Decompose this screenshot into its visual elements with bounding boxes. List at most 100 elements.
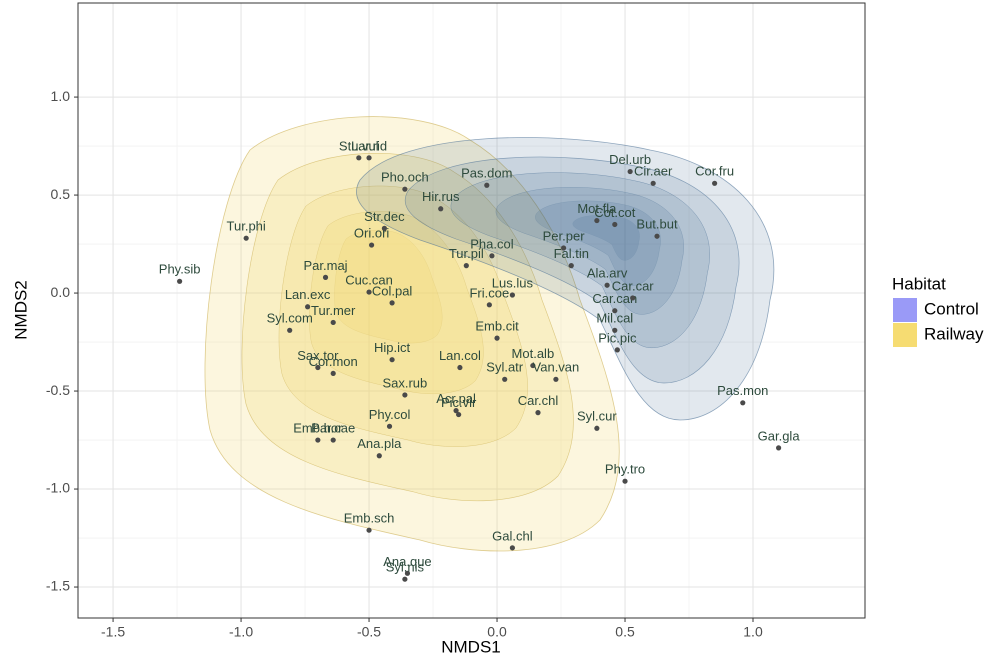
point-label: Ala.arv — [587, 266, 628, 281]
point-label: Car.can — [592, 291, 637, 306]
point-label: Phy.sib — [159, 262, 201, 277]
point — [386, 423, 393, 429]
point — [369, 242, 375, 248]
point-label: Mot.alb — [512, 346, 555, 361]
y-tick-label: -0.5 — [46, 382, 70, 398]
point-label: Ana.que — [383, 554, 431, 569]
point-label: Str.dec — [364, 209, 405, 224]
point-label: Cor.mon — [309, 354, 358, 369]
point-label: Pho.och — [381, 170, 429, 185]
point — [456, 411, 462, 418]
legend-swatch — [893, 298, 917, 322]
point — [402, 392, 408, 398]
point — [330, 437, 336, 443]
point-label: Del.urb — [609, 152, 651, 167]
point-label: Syl.cur — [577, 409, 617, 424]
point — [315, 437, 321, 443]
point — [494, 335, 500, 341]
point-label: Lan.exc — [285, 287, 331, 302]
point — [389, 300, 395, 306]
point-label: Sax.rub — [382, 375, 427, 390]
point — [650, 180, 656, 186]
point — [776, 445, 782, 451]
density-contour — [356, 137, 775, 421]
legend: Habitat Control Railway — [892, 274, 984, 347]
point — [402, 186, 408, 192]
point-label: Tur.phi — [227, 219, 266, 234]
y-axis-label: NMDS2 — [11, 280, 30, 340]
point — [509, 292, 515, 298]
point — [530, 362, 536, 369]
point — [568, 263, 574, 269]
point — [594, 425, 600, 431]
point-label: Pic.pic — [598, 330, 637, 345]
x-tick-label: 0.0 — [487, 624, 507, 640]
legend-title: Habitat — [892, 274, 946, 293]
density-contour — [495, 187, 684, 315]
point — [630, 295, 636, 301]
density-contour — [450, 172, 710, 349]
point — [330, 319, 336, 326]
point-label: Van.van — [533, 360, 580, 375]
panel-border — [77, 2, 866, 619]
point-label: Tur.pil — [449, 246, 484, 261]
control-density — [356, 137, 775, 421]
point — [402, 576, 408, 582]
point — [486, 302, 492, 308]
y-tick-label: 1.0 — [51, 88, 71, 104]
y-tick-label: -1.0 — [46, 480, 70, 496]
point-label: Lan.col — [439, 348, 481, 363]
point-label: Cuc.can — [345, 273, 393, 288]
density-contour — [241, 152, 574, 502]
point — [381, 225, 388, 231]
point-label: Fri.coe — [469, 285, 509, 300]
point — [404, 570, 411, 576]
point-label: Emb.hor — [293, 420, 343, 435]
point-label: Par.cae — [311, 420, 355, 435]
point-label: Car.chl — [518, 393, 559, 408]
point-label: Par.maj — [303, 258, 347, 273]
railway-density — [204, 116, 620, 552]
point-label: Lus.lus — [492, 275, 534, 290]
point — [315, 364, 321, 371]
point-label: Per.per — [543, 228, 586, 243]
legend-swatch — [893, 323, 917, 347]
point-label: Ori.ori — [354, 225, 390, 240]
density-contour — [278, 185, 528, 447]
panel-background — [78, 3, 865, 618]
point-label: Ana.pla — [357, 436, 402, 451]
point-label: Hir.rus — [422, 189, 460, 204]
point — [438, 206, 444, 212]
point-label: Mil.cal — [596, 311, 633, 326]
y-tick-label: -1.5 — [46, 578, 70, 594]
point — [243, 235, 249, 241]
x-axis-label: NMDS1 — [441, 637, 501, 656]
x-tick-label: -1.5 — [101, 624, 125, 640]
point — [712, 180, 718, 186]
point — [366, 289, 372, 295]
density-contour — [535, 200, 661, 286]
point-label: Col.pal — [372, 283, 413, 298]
point-label: Syl.com — [267, 311, 313, 326]
point-label: But.but — [636, 217, 678, 232]
point — [305, 304, 311, 310]
y-tick-label: 0.5 — [51, 186, 71, 202]
point — [604, 282, 610, 288]
point — [553, 376, 559, 382]
legend-label: Control — [924, 299, 979, 318]
point-label: Fal.tin — [554, 246, 589, 261]
legend-label: Railway — [924, 324, 984, 343]
x-tick-label: 0.5 — [615, 624, 635, 640]
point-label: Emb.cit — [475, 319, 519, 334]
point — [330, 370, 336, 377]
point — [622, 478, 628, 484]
point-label: Acr.pal — [436, 391, 476, 406]
point — [376, 453, 382, 459]
point — [612, 327, 618, 333]
grid — [78, 3, 865, 618]
point — [177, 278, 183, 284]
point — [612, 308, 618, 314]
x-tick-label: 1.0 — [743, 624, 763, 640]
point-label: Tur.mer — [311, 303, 356, 318]
